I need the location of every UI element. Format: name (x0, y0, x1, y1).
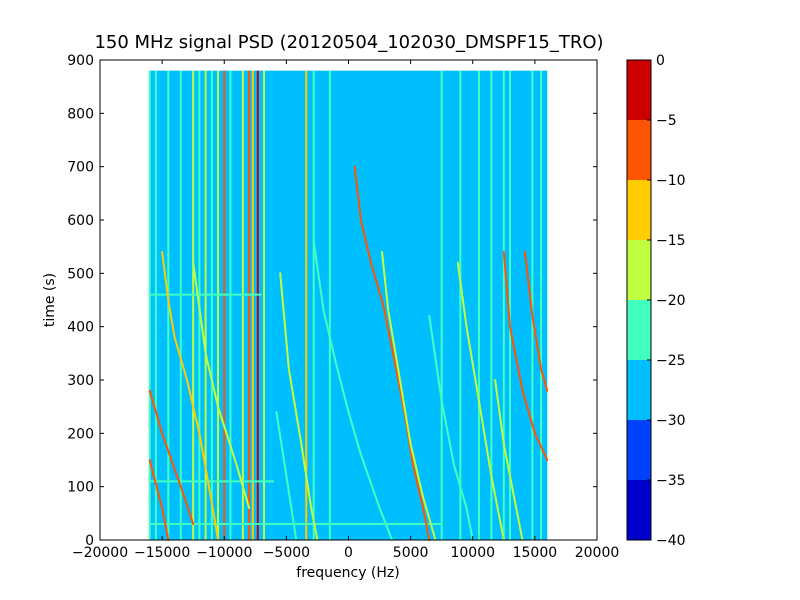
x-tick-label: −20000 (72, 545, 128, 561)
doppler-trace (428, 315, 474, 541)
doppler-trace (148, 459, 170, 541)
colorbar-segment (627, 120, 651, 180)
colorbar-tick-label: −10 (656, 173, 686, 189)
colorbar-segment (627, 240, 651, 300)
y-tick-label: 300 (67, 373, 94, 389)
colorbar-segment (627, 360, 651, 420)
y-tick-label: 500 (67, 266, 94, 282)
x-tick-label: 15000 (513, 545, 558, 561)
x-tick-label: −15000 (134, 545, 190, 561)
y-tick-label: 100 (67, 480, 94, 496)
doppler-trace (523, 251, 549, 392)
colorbar-tick-label: −35 (656, 473, 686, 489)
doppler-trace (494, 379, 524, 541)
doppler-trace (192, 261, 251, 509)
y-tick-label: 600 (67, 213, 94, 229)
y-tick-label: 400 (67, 320, 94, 336)
x-tick-label: −5000 (263, 545, 310, 561)
heatmap-background (149, 70, 548, 541)
y-tick-label: 900 (67, 53, 94, 69)
doppler-trace (279, 272, 319, 541)
doppler-trace (381, 251, 437, 541)
x-tick-label: 20000 (575, 545, 620, 561)
plot-area: −20000 −15000 −10000 −5000 0 5000 10000 15000 20… (67, 53, 619, 561)
doppler-trace (275, 411, 298, 541)
doppler-trace (161, 251, 219, 541)
x-axis: −20000 −15000 −10000 −5000 0 5000 10000 15000 20… (72, 60, 619, 561)
x-tick-label: 10000 (450, 545, 495, 561)
colorbar-segment (627, 480, 651, 540)
y-axis: 0 100 200 300 400 500 600 700 800 900 (67, 53, 597, 549)
chart-title: 150 MHz signal PSD (20120504_102030_DMSP… (94, 32, 603, 53)
doppler-trace (353, 165, 431, 541)
colorbar: −40 −35 −30 −25 −20 −15 −10 −5 0 (626, 53, 686, 549)
x-tick-label: −10000 (196, 545, 252, 561)
colorbar-ticks: −40 −35 −30 −25 −20 −15 −10 −5 0 (647, 53, 686, 549)
x-tick-label: 5000 (393, 545, 429, 561)
doppler-trace (456, 261, 505, 541)
x-axis-label: frequency (Hz) (296, 565, 399, 581)
doppler-trace (148, 389, 195, 525)
y-axis-label: time (s) (42, 273, 58, 327)
colorbar-tick-label: −25 (656, 353, 686, 369)
colorbar-tick-label: −15 (656, 233, 686, 249)
y-tick-label: 800 (67, 106, 94, 122)
colorbar-segment (627, 180, 651, 240)
y-tick-label: 200 (67, 426, 94, 442)
colorbar-segment (627, 300, 651, 360)
colorbar-tick-label: −40 (656, 533, 686, 549)
heatmap (148, 70, 549, 541)
x-tick-label: 0 (344, 545, 353, 561)
colorbar-tick-label: −30 (656, 413, 686, 429)
colorbar-tick-label: −5 (656, 113, 677, 129)
doppler-trace (312, 240, 393, 541)
y-tick-label: 0 (85, 533, 94, 549)
colorbar-segment (627, 60, 651, 120)
colorbar-tick-label: −20 (656, 293, 686, 309)
doppler-trace (502, 251, 549, 461)
y-tick-label: 700 (67, 160, 94, 176)
colorbar-tick-label: 0 (656, 53, 665, 69)
colorbar-segment (627, 420, 651, 480)
colorbar-segments (627, 60, 651, 540)
